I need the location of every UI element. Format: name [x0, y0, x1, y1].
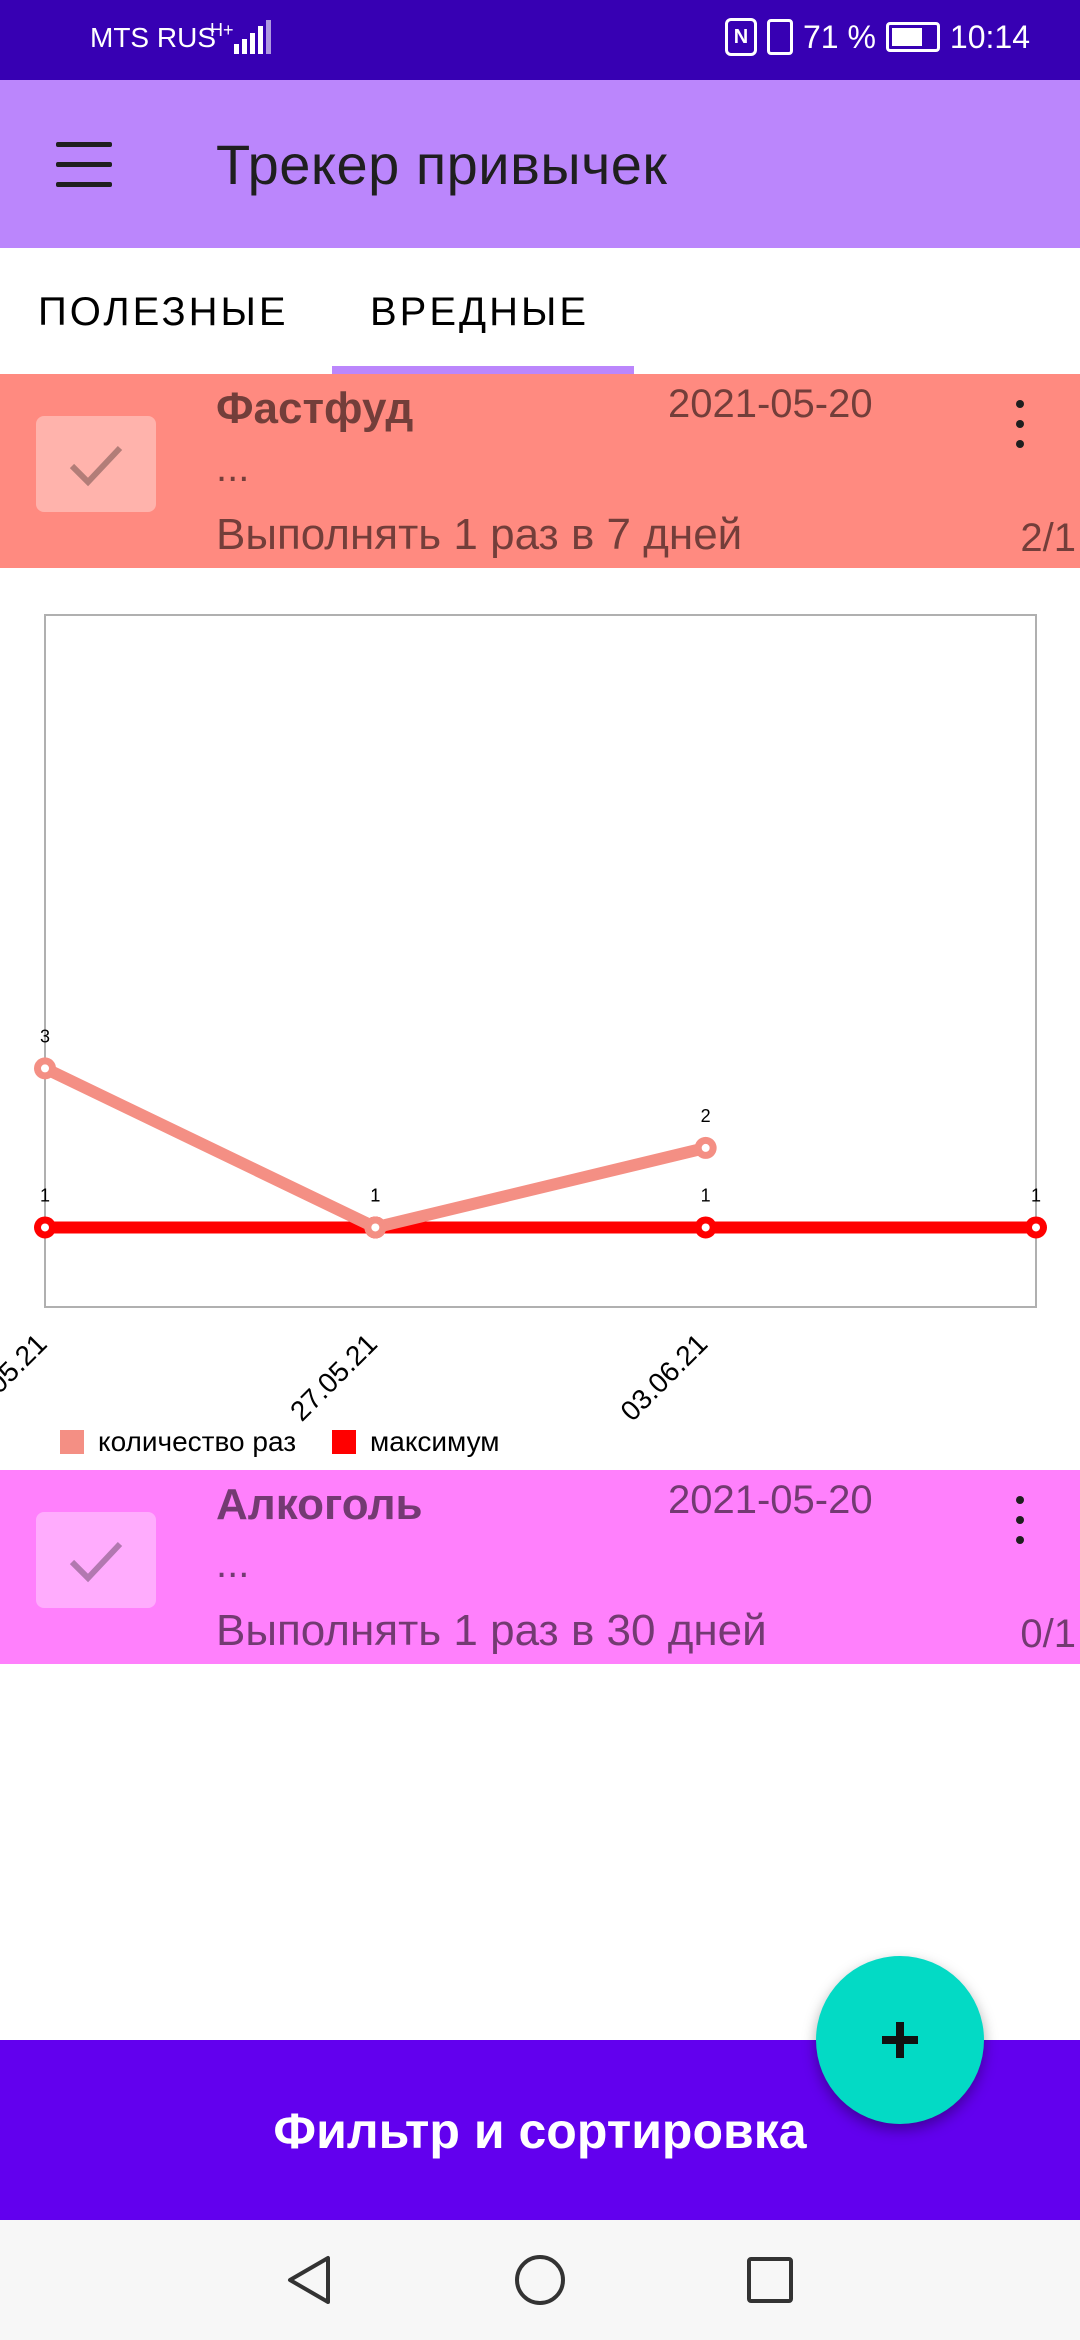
plus-icon [882, 2022, 918, 2058]
legend-label-count: количество раз [98, 1426, 297, 1457]
data-label: 1 [370, 1185, 380, 1205]
habit-frequency: Выполнять 1 раз в 30 дней [216, 1606, 767, 1655]
data-label: 1 [1031, 1185, 1041, 1205]
check-icon [69, 445, 123, 487]
legend-swatch-max [332, 1430, 356, 1454]
tab-indicator [332, 366, 634, 374]
home-icon[interactable] [512, 2252, 568, 2308]
legend-swatch-count [60, 1430, 84, 1454]
more-options-icon[interactable] [1000, 1488, 1040, 1552]
system-nav-bar [0, 2220, 1080, 2340]
data-point-center [41, 1064, 49, 1073]
carrier-name: MTS RUS [90, 22, 216, 53]
menu-icon[interactable] [40, 124, 128, 204]
habit-frequency: Выполнять 1 раз в 7 дней [216, 510, 743, 559]
habit-card[interactable]: Алкоголь 2021-05-20 ... Выполнять 1 раз … [0, 1470, 1080, 1664]
habit-description: ... [216, 1542, 250, 1586]
data-label: 2 [701, 1106, 711, 1126]
x-tick-label: 20.05.21 [0, 1328, 53, 1427]
back-icon[interactable] [282, 2252, 338, 2308]
habit-date: 2021-05-20 [668, 1478, 873, 1522]
page-title: Трекер привычек [216, 133, 668, 196]
chart-frame [44, 614, 1037, 1308]
data-label: 1 [701, 1185, 711, 1205]
add-habit-button[interactable] [816, 1956, 984, 2124]
tab-harmful[interactable]: ВРЕДНЫЕ [370, 290, 590, 334]
data-point-center [371, 1223, 380, 1232]
x-tick-label: 27.05.21 [284, 1328, 383, 1427]
habit-description: ... [216, 446, 250, 490]
habit-title: Фастфуд [216, 384, 414, 433]
legend-label-max: максимум [370, 1426, 500, 1457]
tab-bar: ПОЛЕЗНЫЕ ВРЕДНЫЕ [0, 248, 1080, 374]
data-label: 1 [40, 1185, 50, 1205]
recents-icon[interactable] [742, 2252, 798, 2308]
tab-useful[interactable]: ПОЛЕЗНЫЕ [38, 290, 289, 334]
battery-percent: 71 % [802, 18, 876, 55]
habit-count: 0/1 [1020, 1612, 1076, 1656]
data-point-center [41, 1223, 49, 1232]
habit-title: Алкоголь [216, 1480, 423, 1529]
habit-date: 2021-05-20 [668, 382, 873, 426]
habit-count: 2/1 [1020, 516, 1076, 560]
status-bar: MTS RUS H+ N 71 % 10:14 [0, 0, 1080, 80]
x-tick-label: 03.06.21 [614, 1328, 713, 1427]
app-bar: Трекер привычек [0, 80, 1080, 248]
complete-checkbox[interactable] [36, 416, 156, 512]
battery-icon [885, 22, 940, 52]
data-label: 1 [370, 1185, 380, 1205]
nfc-icon: N [724, 18, 757, 56]
complete-checkbox[interactable] [36, 1512, 156, 1608]
filter-sort-label: Фильтр и сортировка [273, 2103, 807, 2159]
network-type: H+ [210, 20, 234, 40]
data-label: 3 [40, 1026, 50, 1046]
more-options-icon[interactable] [1000, 392, 1040, 456]
vibrate-icon [766, 19, 793, 55]
data-point-center [701, 1223, 710, 1232]
data-point-center [701, 1143, 710, 1152]
check-icon [69, 1541, 123, 1583]
clock: 10:14 [949, 18, 1030, 55]
habit-card[interactable]: Фастфуд 2021-05-20 ... Выполнять 1 раз в… [0, 374, 1080, 568]
data-point-center [1032, 1223, 1040, 1232]
